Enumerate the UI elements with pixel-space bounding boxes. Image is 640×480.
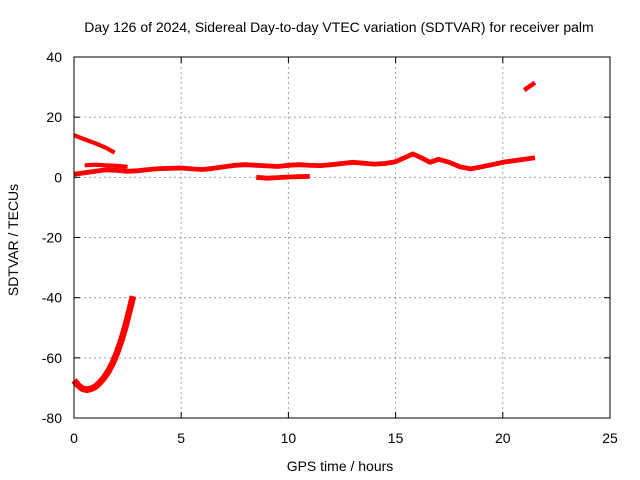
y-tick-label: -40 — [42, 290, 62, 306]
y-tick-label: 0 — [54, 169, 62, 185]
y-tick-label: 40 — [46, 49, 62, 65]
data-series — [71, 80, 537, 394]
x-tick-label: 15 — [388, 430, 404, 446]
y-tick-label: -80 — [42, 410, 62, 426]
grid-lines — [74, 57, 610, 418]
y-axis-tick-labels: -80 -60 -40 -20 0 20 40 — [42, 49, 62, 426]
series-2-line — [256, 173, 310, 181]
series-1-line — [84, 162, 128, 169]
x-tick-label: 25 — [602, 430, 618, 446]
y-tick-label: -20 — [42, 230, 62, 246]
y-axis-title: SDTVAR / TECUs — [5, 184, 21, 296]
x-tick-label: 5 — [177, 430, 185, 446]
series-0-line — [73, 151, 536, 177]
axis-ticks — [73, 56, 611, 419]
x-axis-tick-labels: 0 5 10 15 20 25 — [70, 430, 618, 446]
x-tick-label: 20 — [495, 430, 511, 446]
chart-title: Day 126 of 2024, Sidereal Day-to-day VTE… — [84, 19, 593, 35]
series-5-line — [71, 295, 137, 394]
series-3-line — [73, 133, 116, 155]
y-tick-label: 20 — [46, 109, 62, 125]
x-tick-label: 10 — [281, 430, 297, 446]
y-tick-label: -60 — [42, 350, 62, 366]
series-4-line — [522, 80, 537, 92]
x-axis-title: GPS time / hours — [287, 458, 394, 474]
x-tick-label: 0 — [70, 430, 78, 446]
